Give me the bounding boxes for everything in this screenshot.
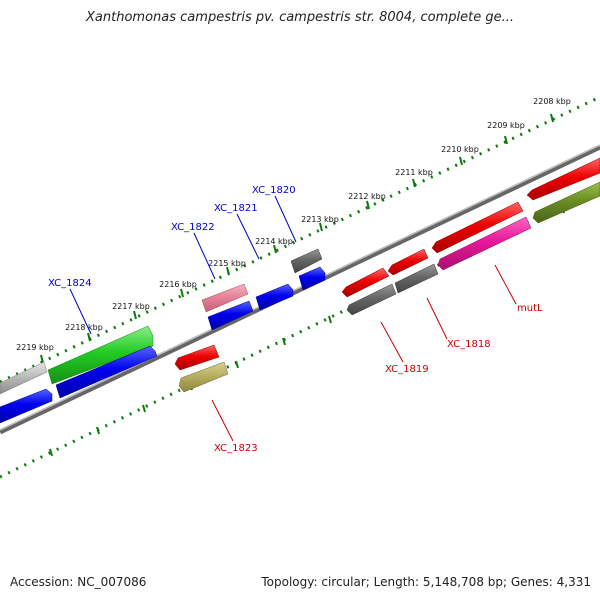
kbp-tick-label: 2218 kbp xyxy=(65,323,103,332)
major-tick xyxy=(133,310,137,320)
gene-label-xc1819[interactable]: XC_1819 xyxy=(385,364,429,375)
gene-magenta-mutl[interactable] xyxy=(437,216,532,271)
gene-blue[interactable] xyxy=(0,388,53,424)
gene-label-xc1822[interactable]: XC_1822 xyxy=(171,222,215,233)
major-tick xyxy=(412,178,416,188)
kbp-tick-label: 2208 kbp xyxy=(533,97,571,106)
gene-red-xc1823[interactable] xyxy=(174,344,220,371)
gene-red[interactable] xyxy=(431,201,524,254)
gene-olive[interactable] xyxy=(532,181,600,224)
major-tick xyxy=(504,135,508,145)
major-tick xyxy=(459,156,463,166)
major-tick xyxy=(235,360,239,369)
gene-khaki-xc1823[interactable] xyxy=(178,361,229,393)
gene-red[interactable] xyxy=(526,157,600,201)
gene-blue-xc1820[interactable] xyxy=(298,266,326,291)
kbp-tick-label: 2216 kbp xyxy=(159,280,197,289)
leader-line-xc1823 xyxy=(211,399,234,442)
kbp-tick-label: 2211 kbp xyxy=(395,168,433,177)
gene-label-xc1824[interactable]: XC_1824 xyxy=(48,278,92,289)
kbp-tick-label: 2209 kbp xyxy=(487,121,525,130)
kbp-tick-label: 2213 kbp xyxy=(301,215,339,224)
gene-red[interactable] xyxy=(341,267,390,298)
major-tick xyxy=(282,337,286,346)
leader-line-xc1822 xyxy=(193,232,216,280)
major-tick xyxy=(142,404,146,413)
kbp-tick-label: 2210 kbp xyxy=(441,145,479,154)
major-tick xyxy=(366,200,370,210)
genome-backbone-highlight xyxy=(0,144,600,431)
gene-label-xc1820[interactable]: XC_1820 xyxy=(252,185,296,196)
major-tick xyxy=(96,426,100,435)
gene-blue[interactable] xyxy=(55,345,158,399)
major-tick xyxy=(319,222,323,232)
gene-label-xc1823[interactable]: XC_1823 xyxy=(214,443,258,454)
major-tick xyxy=(40,354,44,364)
major-tick xyxy=(180,288,184,298)
gene-blue-xc1821[interactable] xyxy=(255,283,294,311)
leader-line-xc1818 xyxy=(426,297,448,340)
kbp-tick-label: 2214 kbp xyxy=(255,237,293,246)
accession-text: Accession: NC_007086 xyxy=(10,575,147,589)
major-tick xyxy=(550,113,554,123)
major-tick xyxy=(328,315,332,324)
leader-line-xc1820 xyxy=(274,195,297,243)
gene-green-xc1824[interactable] xyxy=(47,325,154,385)
leader-line-xc1819 xyxy=(380,321,404,363)
gene-grey-xc1819[interactable] xyxy=(346,283,397,316)
kbp-tick-label: 2212 kbp xyxy=(348,192,386,201)
gene-red[interactable] xyxy=(387,248,429,276)
major-tick xyxy=(49,448,53,457)
kbp-tick-label: 2215 kbp xyxy=(208,259,246,268)
kbp-tick-label: 2219 kbp xyxy=(16,343,54,352)
gene-grey-xc1820[interactable] xyxy=(290,248,323,274)
major-tick xyxy=(226,266,230,276)
gene-label-xc1818[interactable]: XC_1818 xyxy=(447,339,491,350)
genome-summary-text: Topology: circular; Length: 5,148,708 bp… xyxy=(261,575,591,589)
gene-light-grey[interactable] xyxy=(0,361,48,395)
leader-line-mutl xyxy=(494,264,517,305)
gene-grey-xc1818[interactable] xyxy=(394,263,439,294)
kbp-tick-label: 2217 kbp xyxy=(112,302,150,311)
gene-label-xc1821[interactable]: XC_1821 xyxy=(214,203,258,214)
outer-major-ticks xyxy=(40,113,554,364)
genome-backbone xyxy=(0,144,600,435)
major-tick xyxy=(273,244,277,254)
leader-line-xc1824 xyxy=(69,288,92,335)
map-title: Xanthomonas campestris pv. campestris st… xyxy=(86,10,514,25)
gene-pink-xc1822[interactable] xyxy=(201,283,249,313)
leader-line-xc1821 xyxy=(236,213,260,260)
gene-label-mutl[interactable]: mutL xyxy=(517,303,543,314)
gene-blue-xc1822[interactable] xyxy=(207,300,254,331)
inner-tick-track xyxy=(0,185,600,479)
major-tick xyxy=(87,332,91,342)
